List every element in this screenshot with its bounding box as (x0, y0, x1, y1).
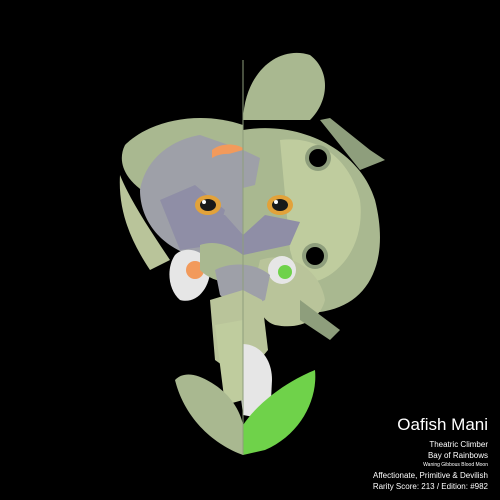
left-orange-dot (186, 261, 204, 279)
right-inner-blob (280, 139, 361, 285)
bottom-left-leaf (175, 374, 243, 455)
bottom-right-leaf (243, 370, 316, 455)
right-bottom-sliver (300, 300, 340, 340)
right-eye (267, 195, 293, 215)
moon-phase: Waning Gibbous Blood Moon (423, 462, 488, 468)
right-lime-dot (278, 265, 292, 279)
rarity-edition: Rarity Score: 213 / Edition: #982 (372, 482, 488, 491)
left-eye (195, 195, 221, 215)
right-spike-shape (320, 118, 385, 170)
nft-caption-block: Oafish Mani Theatric Climber Bay of Rain… (268, 415, 488, 492)
left-sage-wedge (119, 175, 170, 270)
torso-left-panel (215, 320, 243, 405)
trait-location: Bay of Rainbows (427, 451, 488, 460)
character-name: Oafish Mani (397, 415, 488, 434)
top-leaf-shape (243, 52, 325, 120)
right-hole-bottom (306, 247, 324, 265)
right-hole-top (309, 149, 327, 167)
trait-climber: Theatric Climber (429, 440, 488, 449)
temperament-traits: Affectionate, Primitive & Devilish (372, 471, 488, 480)
torso-white-shape (235, 344, 272, 420)
